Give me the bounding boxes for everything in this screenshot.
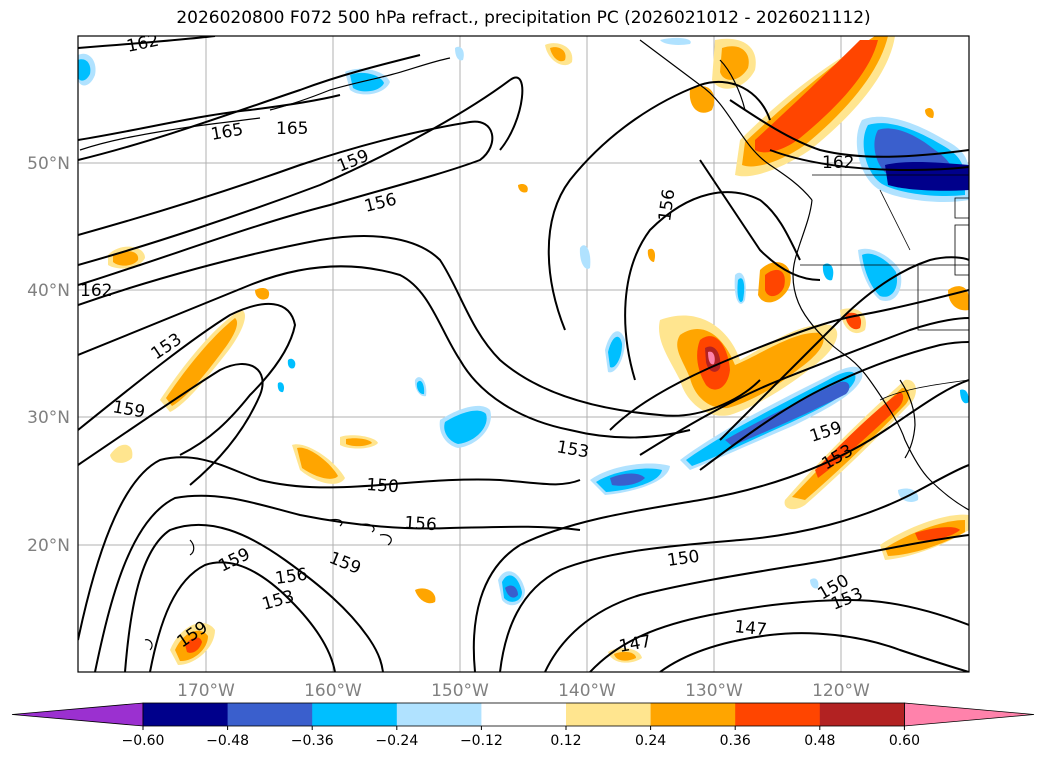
lat-label-50n: 50°N <box>27 154 70 174</box>
colorbar-segment <box>143 703 229 726</box>
colorbar-segment <box>227 703 313 726</box>
colorbar-tick-label: −0.48 <box>206 733 249 749</box>
lon-label-170w: 170°W <box>177 681 235 701</box>
colorbar-tick-label: −0.12 <box>460 733 503 749</box>
colorbar-segment <box>819 703 905 726</box>
colorbar-segment <box>312 703 398 726</box>
lat-label-40n: 40°N <box>27 281 70 301</box>
lon-label-140w: 140°W <box>558 681 616 701</box>
colorbar-tick-label: 0.36 <box>720 733 751 749</box>
contour-label: 156 <box>274 565 309 589</box>
lon-label-120w: 120°W <box>812 681 870 701</box>
contour-label: 162 <box>125 31 161 57</box>
lon-label-130w: 130°W <box>685 681 743 701</box>
contour-label: 147 <box>733 617 767 640</box>
contour-label: 162 <box>822 153 854 173</box>
longitude-labels: 170°W 160°W 150°W 140°W 130°W 120°W <box>177 681 870 701</box>
colorbar-segment <box>396 703 482 726</box>
height-contours <box>78 36 969 672</box>
colorbar-segment <box>735 703 821 726</box>
contour-label: 150 <box>666 547 701 571</box>
colorbar-tick-label: 0.12 <box>550 733 581 749</box>
colorbar-outline <box>142 702 905 727</box>
colorbar-arrow-right <box>904 702 1035 727</box>
precip-positive-areas <box>108 36 969 665</box>
lon-label-160w: 160°W <box>304 681 362 701</box>
contour-label: 165 <box>276 119 308 139</box>
map-title: 2026020800 F072 500 hPa refract., precip… <box>176 8 871 28</box>
colorbar-tick-label: 0.24 <box>635 733 666 749</box>
colorbar: −0.60 −0.48 −0.36 −0.24 −0.12 0.12 0.24 0.36 0.4… <box>11 702 1035 749</box>
contour-label: 156 <box>404 513 438 535</box>
colorbar-segment <box>481 703 567 726</box>
contour-label: 162 <box>80 281 112 301</box>
lon-label-150w: 150°W <box>431 681 489 701</box>
latitude-labels: 50°N 40°N 30°N 20°N <box>27 154 70 556</box>
coastlines <box>79 39 969 651</box>
colorbar-tick-label: 0.48 <box>804 733 835 749</box>
colorbar-tick-label: −0.24 <box>375 733 418 749</box>
colorbar-segment <box>650 703 736 726</box>
colorbar-tick-label: −0.60 <box>122 733 165 749</box>
map-frame <box>77 35 970 673</box>
lat-label-30n: 30°N <box>27 408 70 428</box>
colorbar-tick-label: −0.36 <box>291 733 334 749</box>
lat-label-20n: 20°N <box>27 536 70 556</box>
colorbar-arrow-left <box>11 702 144 727</box>
colorbar-tick-label: 0.60 <box>889 733 920 749</box>
colorbar-segment <box>566 703 652 726</box>
map-content: 162 165 165 159 156 156 162 162 153 159 … <box>78 31 969 672</box>
contour-label: 150 <box>366 475 400 497</box>
contour-label: 156 <box>655 188 679 223</box>
